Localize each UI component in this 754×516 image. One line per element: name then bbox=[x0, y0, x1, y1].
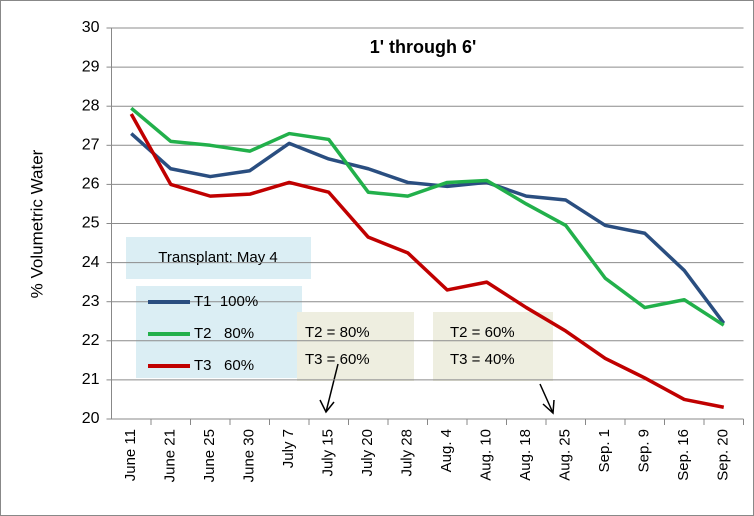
x-tick-label: Aug. 10 bbox=[478, 429, 495, 481]
annotation-text: T3 = 60% bbox=[305, 351, 370, 368]
x-tick-label: Sep. 20 bbox=[715, 429, 732, 481]
y-tick-label: 20 bbox=[82, 410, 100, 427]
y-tick-label: 26 bbox=[82, 176, 100, 193]
x-tick-label: July 20 bbox=[359, 429, 376, 477]
y-tick-label: 24 bbox=[82, 254, 100, 271]
x-tick-label: Sep. 1 bbox=[596, 429, 613, 472]
y-tick-label: 29 bbox=[82, 58, 100, 75]
x-tick-label: July 28 bbox=[399, 429, 416, 477]
annotation-text: T2 = 80% bbox=[305, 324, 370, 341]
legend-label: T2 80% bbox=[194, 325, 254, 342]
annotation-box bbox=[297, 312, 414, 381]
legend-label: T1 100% bbox=[194, 293, 258, 310]
x-tick-label: June 30 bbox=[241, 429, 258, 482]
chart-title: 1' through 6' bbox=[370, 37, 477, 57]
legend-label: T3 60% bbox=[194, 357, 254, 374]
x-tick-label: June 21 bbox=[162, 429, 179, 482]
x-tick-label: Sep. 9 bbox=[636, 429, 653, 472]
y-tick-label: 23 bbox=[82, 293, 100, 310]
annotation-text: T2 = 60% bbox=[450, 324, 515, 341]
x-tick-label: Aug. 25 bbox=[557, 429, 574, 481]
y-tick-label: 22 bbox=[82, 332, 100, 349]
x-tick-label: Aug. 18 bbox=[517, 429, 534, 481]
x-tick-label: Aug. 4 bbox=[438, 429, 455, 472]
y-tick-label: 21 bbox=[82, 371, 100, 388]
x-tick-label: July 15 bbox=[320, 429, 337, 477]
y-tick-label: 27 bbox=[82, 137, 100, 154]
annotation-text: T3 = 40% bbox=[450, 351, 515, 368]
series-line bbox=[129, 113, 725, 409]
arrow bbox=[539, 383, 555, 415]
transplant-box bbox=[126, 237, 311, 279]
annotation-box bbox=[433, 312, 553, 381]
series-line bbox=[130, 106, 725, 327]
arrow bbox=[319, 363, 339, 414]
y-tick-label: 30 bbox=[82, 19, 100, 36]
x-tick-label: June 25 bbox=[201, 429, 218, 482]
x-tick-label: Sep. 16 bbox=[675, 429, 692, 481]
x-tick-label: June 11 bbox=[122, 429, 139, 481]
series-line bbox=[130, 132, 726, 325]
transplant-note: Transplant: May 4 bbox=[158, 249, 278, 266]
y-tick-label: 28 bbox=[82, 97, 100, 114]
x-tick-label: July 7 bbox=[280, 429, 297, 468]
y-axis-label: % Volumetric Water bbox=[27, 149, 46, 298]
y-tick-label: 25 bbox=[82, 215, 100, 232]
